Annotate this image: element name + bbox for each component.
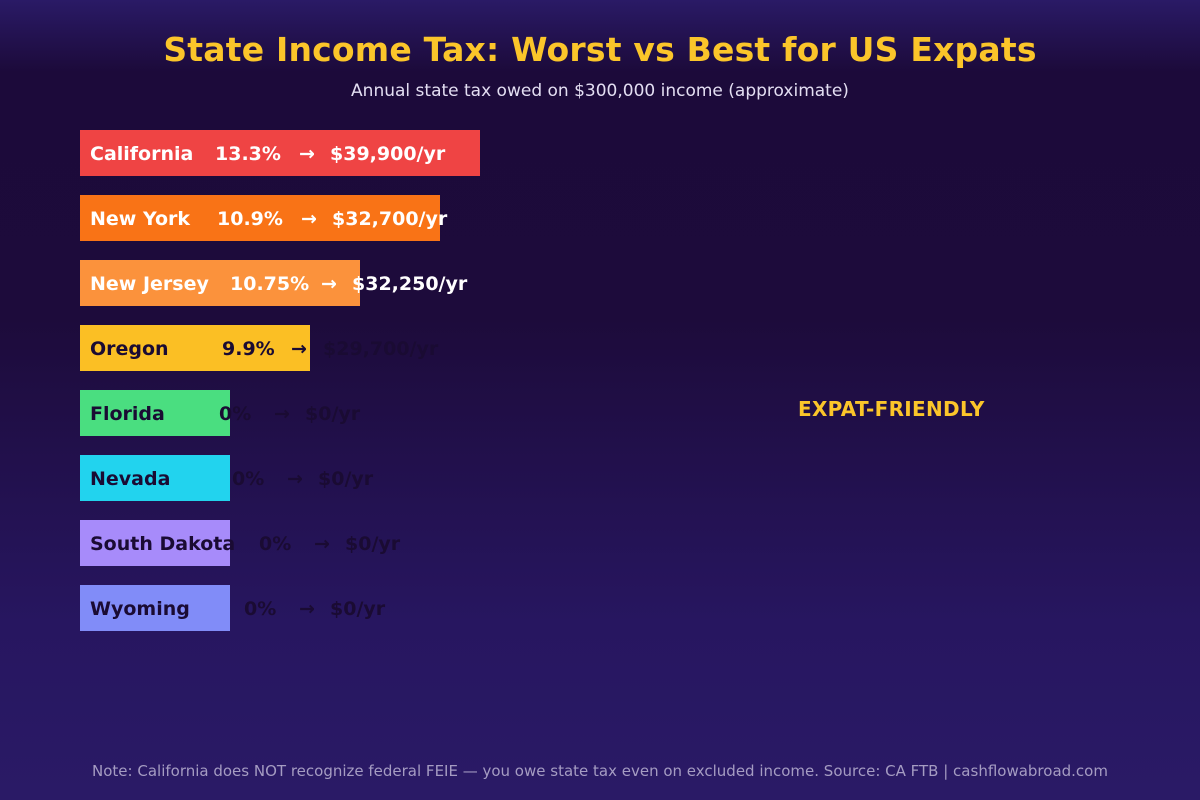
state-label: California xyxy=(90,143,193,165)
bar-florida xyxy=(80,390,230,436)
expat-friendly-annotation: EXPAT-FRIENDLY xyxy=(798,397,985,421)
bar-group-south-dakota: South Dakota 0% → $0/yr xyxy=(80,520,401,566)
bar-california xyxy=(80,130,480,176)
bar-group-wyoming: Wyoming 0% → $0/yr xyxy=(80,585,386,631)
bar-oregon xyxy=(80,325,310,371)
state-label: Oregon xyxy=(90,338,169,360)
state-label: Florida xyxy=(90,403,165,425)
state-label: New Jersey xyxy=(90,273,209,295)
amount-label: $39,900/yr xyxy=(330,143,446,165)
header-band xyxy=(0,0,1200,72)
rate-label: 13.3% xyxy=(215,143,281,165)
amount-label: $32,250/yr xyxy=(352,273,468,295)
amount-label: $0/yr xyxy=(330,598,386,620)
bar-new-york xyxy=(80,195,440,241)
bar-group-nevada: Nevada 0% → $0/yr xyxy=(80,455,374,501)
rate-label: 10.75% xyxy=(230,273,309,295)
bar-group-florida: Florida 0% → $0/yr xyxy=(80,390,361,436)
arrow-glyph: → xyxy=(301,208,317,230)
bar-group-oregon: Oregon 9.9% → $29,700/yr xyxy=(80,325,439,371)
amount-label: $29,700/yr xyxy=(323,338,439,360)
chart-subtitle: Annual state tax owed on $300,000 income… xyxy=(351,81,849,101)
arrow-glyph: → xyxy=(274,403,290,425)
state-label: New York xyxy=(90,208,190,230)
arrow-glyph: → xyxy=(321,273,337,295)
bar-new-jersey xyxy=(80,260,360,306)
bar-wyoming xyxy=(80,585,230,631)
rate-label: 9.9% xyxy=(222,338,275,360)
rate-label: 10.9% xyxy=(217,208,283,230)
bar-nevada xyxy=(80,455,230,501)
chart-title: State Income Tax: Worst vs Best for US E… xyxy=(163,30,1037,69)
amount-label: $32,700/yr xyxy=(332,208,448,230)
state-label: South Dakota xyxy=(90,533,235,555)
bar-group-california: California 13.3% → $39,900/yr xyxy=(80,130,480,176)
state-label: Wyoming xyxy=(90,598,190,620)
rate-label: 0% xyxy=(232,468,264,490)
rate-label: 0% xyxy=(219,403,251,425)
amount-label: $0/yr xyxy=(318,468,374,490)
arrow-glyph: → xyxy=(299,598,315,620)
bar-south-dakota xyxy=(80,520,230,566)
arrow-glyph: → xyxy=(299,143,315,165)
footnote: Note: California does NOT recognize fede… xyxy=(92,762,1108,780)
rate-label: 0% xyxy=(244,598,276,620)
amount-label: $0/yr xyxy=(305,403,361,425)
state-label: Nevada xyxy=(90,468,170,490)
rate-label: 0% xyxy=(259,533,291,555)
arrow-glyph: → xyxy=(291,338,307,360)
arrow-glyph: → xyxy=(287,468,303,490)
bar-group-new-jersey: New Jersey 10.75% → $32,250/yr xyxy=(80,260,468,306)
amount-label: $0/yr xyxy=(345,533,401,555)
bar-group-new-york: New York 10.9% → $32,700/yr xyxy=(80,195,448,241)
arrow-glyph: → xyxy=(314,533,330,555)
